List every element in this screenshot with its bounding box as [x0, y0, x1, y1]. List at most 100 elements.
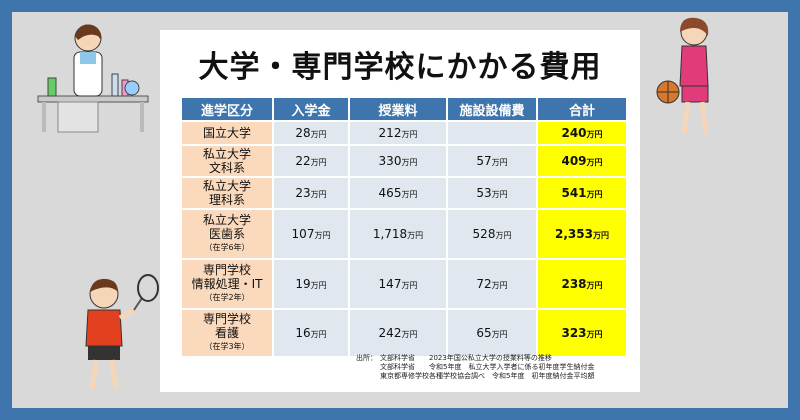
cell-value: 240 — [561, 126, 587, 140]
entrance-cell: 107万円 — [274, 210, 348, 258]
row-label: 専門学校 — [202, 263, 251, 277]
table-row: 私立大学 文科系 22万円 330万円 57万円 409万円 — [182, 146, 626, 176]
total-cell: 409万円 — [538, 146, 626, 176]
unit-label: 万円 — [586, 281, 603, 290]
entrance-cell: 23万円 — [274, 178, 348, 208]
source-line: 東京都専修学校各種学校協会調べ 令和5年度 初年度納付金平均額 — [380, 372, 595, 380]
header-entrance: 入学金 — [274, 98, 348, 120]
row-label: 専門学校 — [202, 312, 251, 326]
tuition-cell: 212万円 — [350, 122, 446, 144]
unit-label: 万円 — [491, 158, 508, 167]
facility-cell: 53万円 — [448, 178, 536, 208]
page-title: 大学・専門学校にかかる費用 — [198, 50, 602, 85]
cell-value: 409 — [561, 154, 587, 168]
unit-label: 万円 — [401, 158, 418, 167]
unit-label: 万円 — [310, 190, 327, 199]
row-label: 情報処理・IT — [191, 277, 263, 291]
unit-label: 万円 — [401, 330, 418, 339]
cell-value: 19 — [295, 277, 311, 291]
entrance-cell: 28万円 — [274, 122, 348, 144]
tuition-cell: 147万円 — [350, 260, 446, 308]
tuition-cell: 465万円 — [350, 178, 446, 208]
unit-label: 万円 — [310, 158, 327, 167]
unit-label: 万円 — [586, 330, 603, 339]
cell-value: 465 — [378, 186, 402, 200]
table-row: 専門学校 看護 （在学3年） 16万円 242万円 65万円 323万円 — [182, 310, 626, 356]
cell-value: 2,353 — [555, 227, 593, 241]
cell-value: 107 — [291, 227, 315, 241]
total-cell: 323万円 — [538, 310, 626, 356]
entrance-cell: 16万円 — [274, 310, 348, 356]
cell-value: 212 — [378, 126, 402, 140]
cost-table: 進学区分 入学金 授業料 施設設備費 合計 国立大学 28万円 212万円 24… — [180, 96, 628, 358]
source-label: 出所： — [356, 354, 377, 362]
table-header-row: 進学区分 入学金 授業料 施設設備費 合計 — [182, 98, 626, 120]
row-label: 私立大学 — [202, 213, 251, 227]
cell-value: 238 — [561, 277, 587, 291]
badminton-player-illustration — [85, 274, 159, 391]
unit-label: 万円 — [586, 130, 603, 139]
row-category: 国立大学 — [182, 122, 272, 144]
cell-value: 53 — [476, 186, 492, 200]
facility-cell: 72万円 — [448, 260, 536, 308]
scientist-illustration — [37, 24, 149, 133]
total-cell: 238万円 — [538, 260, 626, 308]
unit-label: 万円 — [491, 281, 508, 290]
cell-value: 23 — [295, 186, 311, 200]
header-total: 合計 — [538, 98, 626, 120]
cell-value: 528 — [472, 227, 496, 241]
row-label: 文科系 — [208, 161, 245, 175]
unit-label: 万円 — [310, 330, 327, 339]
unit-label: 万円 — [491, 330, 508, 339]
unit-label: 万円 — [592, 231, 609, 240]
unit-label: 万円 — [314, 231, 331, 240]
tuition-cell: 330万円 — [350, 146, 446, 176]
cell-value: 57 — [476, 154, 492, 168]
row-label: 私立大学 — [202, 147, 251, 161]
facility-cell: 57万円 — [448, 146, 536, 176]
unit-label: 万円 — [310, 130, 327, 139]
row-note: （在学3年） — [204, 342, 250, 351]
unit-label: 万円 — [586, 158, 603, 167]
row-category: 私立大学 文科系 — [182, 146, 272, 176]
cell-value: 16 — [295, 326, 311, 340]
row-category: 私立大学 理科系 — [182, 178, 272, 208]
unit-label: 万円 — [586, 190, 603, 199]
header-tuition: 授業料 — [350, 98, 446, 120]
cell-value: 28 — [295, 126, 311, 140]
facility-cell: 65万円 — [448, 310, 536, 356]
unit-label: 万円 — [495, 231, 512, 240]
tuition-cell: 242万円 — [350, 310, 446, 356]
row-label: 理科系 — [208, 193, 245, 207]
cell-value: 242 — [378, 326, 402, 340]
total-cell: 240万円 — [538, 122, 626, 144]
row-label: 私立大学 — [202, 179, 251, 193]
unit-label: 万円 — [401, 130, 418, 139]
row-category: 専門学校 看護 （在学3年） — [182, 310, 272, 356]
source-line: 文部科学省 令和5年度 私立大学入学者に係る初年度学生納付金 — [380, 363, 595, 371]
cell-value: 330 — [378, 154, 402, 168]
row-note: （在学2年） — [204, 293, 250, 302]
unit-label: 万円 — [310, 281, 327, 290]
unit-label: 万円 — [491, 190, 508, 199]
entrance-cell: 22万円 — [274, 146, 348, 176]
total-cell: 2,353万円 — [538, 210, 626, 258]
basketball-player-illustration — [656, 17, 709, 135]
row-label: 医歯系 — [208, 227, 245, 241]
cell-value: 147 — [378, 277, 402, 291]
source-line: 文部科学省 2023年国公私立大学の授業料等の推移 — [380, 354, 552, 362]
cell-value: 541 — [561, 186, 587, 200]
tuition-cell: 1,718万円 — [350, 210, 446, 258]
header-category: 進学区分 — [182, 98, 272, 120]
source-lines: 文部科学省 2023年国公私立大学の授業料等の推移 文部科学省 令和5年度 私立… — [380, 354, 594, 381]
cost-card: 大学・専門学校にかかる費用 進学区分 入学金 授業料 施設設備費 合計 国立大学… — [160, 30, 640, 392]
table-row: 私立大学 医歯系 （在学6年） 107万円 1,718万円 528万円 2,35… — [182, 210, 626, 258]
total-cell: 541万円 — [538, 178, 626, 208]
facility-cell — [448, 122, 536, 144]
entrance-cell: 19万円 — [274, 260, 348, 308]
unit-label: 万円 — [401, 281, 418, 290]
unit-label: 万円 — [407, 231, 424, 240]
cell-value: 65 — [476, 326, 492, 340]
table-row: 私立大学 理科系 23万円 465万円 53万円 541万円 — [182, 178, 626, 208]
